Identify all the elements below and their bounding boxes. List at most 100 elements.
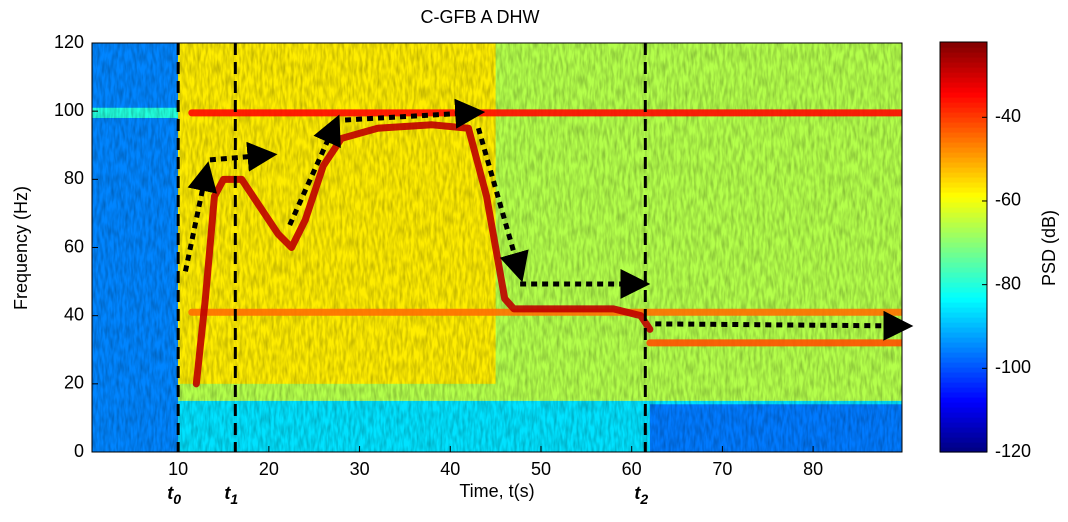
colorbar-tick-label: -60 <box>995 190 1021 210</box>
colorbar-cell <box>940 152 987 158</box>
colorbar-cell <box>940 82 987 88</box>
x-tick-label: 30 <box>350 459 370 479</box>
colorbar-cell <box>940 242 987 248</box>
trend-arrow <box>287 114 341 227</box>
colorbar-cell <box>940 87 987 93</box>
colorbar-cell <box>940 407 987 413</box>
colorbar-cell <box>940 167 987 173</box>
colorbar-cell <box>940 77 987 83</box>
colorbar-cell <box>940 207 987 213</box>
colorbar-cell <box>940 437 987 443</box>
y-tick-label: 20 <box>64 373 84 393</box>
x-axis-label: Time, t(s) <box>459 481 534 501</box>
x-tick-label: 60 <box>622 459 642 479</box>
colorbar-cell <box>940 62 987 68</box>
colorbar-cell <box>940 292 987 298</box>
colorbar-cell <box>940 227 987 233</box>
time-marker-label: t1 <box>224 483 238 507</box>
colorbar-cell <box>940 247 987 253</box>
colorbar-cell <box>940 162 987 168</box>
colorbar-cell <box>940 402 987 408</box>
colorbar-cell <box>940 442 987 448</box>
colorbar-cell <box>940 357 987 363</box>
colorbar-cell <box>940 427 987 433</box>
colorbar-cell <box>940 307 987 313</box>
colorbar-cell <box>940 222 987 228</box>
trend-arrow <box>182 161 217 272</box>
colorbar-cell <box>940 42 987 48</box>
x-tick-label: 50 <box>531 459 551 479</box>
trend-arrow <box>344 98 486 129</box>
colorbar-cell <box>940 182 987 188</box>
colorbar-cell <box>940 232 987 238</box>
colorbar-cell <box>940 302 987 308</box>
colorbar-cell <box>940 362 987 368</box>
y-tick-label: 120 <box>54 32 84 52</box>
x-tick-label: 70 <box>712 459 732 479</box>
colorbar-cell <box>940 422 987 428</box>
colorbar-cell <box>940 432 987 438</box>
colorbar-cell <box>940 387 987 393</box>
y-tick-label: 40 <box>64 304 84 324</box>
colorbar-cell <box>940 202 987 208</box>
colorbar-cell <box>940 312 987 318</box>
marker-symbol: t <box>634 483 641 503</box>
colorbar-tick-label: -80 <box>995 273 1021 293</box>
colorbar-cell <box>940 252 987 258</box>
colorbar-cell <box>940 412 987 418</box>
colorbar-cell <box>940 177 987 183</box>
x-tick-label: 80 <box>803 459 823 479</box>
colorbar-label: PSD (dB) <box>1039 210 1059 286</box>
marker-subscript: 0 <box>173 491 181 507</box>
colorbar-cell <box>940 317 987 323</box>
colorbar-cell <box>940 417 987 423</box>
colorbar-cell <box>940 272 987 278</box>
colorbar-cell <box>940 347 987 353</box>
plot-area <box>92 43 902 452</box>
colorbar-cell <box>940 337 987 343</box>
colorbar-cell <box>940 342 987 348</box>
colorbar-cell <box>940 142 987 148</box>
colorbar-cell <box>940 297 987 303</box>
y-axis-label: Frequency (Hz) <box>11 186 31 310</box>
colorbar-cell <box>940 217 987 223</box>
colorbar <box>940 42 987 453</box>
trend-arrow <box>209 141 278 172</box>
marker-symbol: t <box>224 483 231 503</box>
colorbar-cell <box>940 72 987 78</box>
colorbar-cell <box>940 397 987 403</box>
y-tick-label: 100 <box>54 100 84 120</box>
colorbar-cell <box>940 287 987 293</box>
colorbar-cell <box>940 327 987 333</box>
trend-arrow <box>476 127 529 283</box>
colorbar-cell <box>940 172 987 178</box>
x-tick-label: 10 <box>168 459 188 479</box>
colorbar-cell <box>940 127 987 133</box>
colorbar-cell <box>940 282 987 288</box>
colorbar-cell <box>940 157 987 163</box>
colorbar-cell <box>940 132 987 138</box>
colorbar-cell <box>940 262 987 268</box>
colorbar-tick-label: -40 <box>995 106 1021 126</box>
colorbar-cell <box>940 322 987 328</box>
colorbar-cell <box>940 392 987 398</box>
colorbar-cell <box>940 237 987 243</box>
colorbar-cell <box>940 377 987 383</box>
colorbar-cell <box>940 257 987 263</box>
colorbar-cell <box>940 137 987 143</box>
colorbar-cell <box>940 212 987 218</box>
colorbar-cell <box>940 352 987 358</box>
colorbar-cell <box>940 52 987 58</box>
colorbar-cell <box>940 267 987 273</box>
y-tick-label: 80 <box>64 168 84 188</box>
colorbar-cell <box>940 107 987 113</box>
colorbar-cell <box>940 112 987 118</box>
trend-arrow <box>655 310 914 341</box>
colorbar-cell <box>940 47 987 53</box>
colorbar-cell <box>940 447 987 453</box>
colorbar-cell <box>940 67 987 73</box>
colorbar-cell <box>940 187 987 193</box>
colorbar-cell <box>940 147 987 153</box>
colorbar-cell <box>940 372 987 378</box>
